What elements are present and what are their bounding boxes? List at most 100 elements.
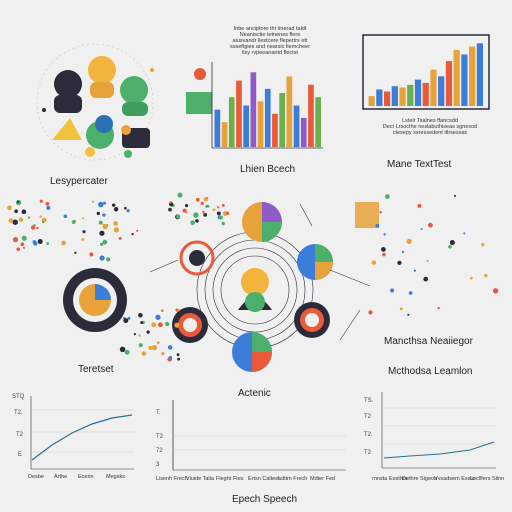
scatter-dot: [449, 240, 455, 246]
right-bar-chart-svg: [362, 34, 490, 110]
scatter-dot: [21, 209, 27, 215]
bar: [469, 46, 476, 106]
middle-right-label: Mancthsa Neaiiegor: [384, 336, 473, 347]
scatter-dot: [102, 239, 108, 245]
network-svg: [7, 192, 499, 372]
scatter-dot: [16, 200, 20, 204]
y-tick: T.: [156, 410, 161, 416]
caption-line: Dect Lrsocthe neslabuthiseas sgnesod: [382, 124, 478, 130]
bottom-chart-right: TS. T2 T2. T2 rnnsta Eosthrs Dethre Sige…: [362, 392, 505, 488]
text-line: aiusvandr llestcere flepertrs ett: [232, 38, 308, 44]
scatter-dot: [136, 229, 139, 232]
y-tick: 3: [156, 462, 160, 468]
scatter-dot: [413, 269, 417, 272]
scatter-dot: [175, 214, 181, 219]
caption-line: Lstelr Tsalnes ffancsdd: [402, 118, 458, 124]
scatter-dot: [45, 201, 50, 206]
scatter-dot: [141, 351, 147, 357]
scatter-dot: [408, 291, 413, 295]
bar: [228, 97, 235, 147]
x-tick: Locllfers Silnn: [470, 476, 505, 482]
scatter-dot: [111, 203, 116, 207]
scatter-dot: [195, 219, 199, 223]
bottom-chart-left: STQ T2. T2 E Desbe Arthe Ecerin Megsks: [6, 392, 136, 484]
scatter-dot: [61, 240, 66, 246]
scatter-dot: [118, 236, 122, 240]
scatter-dot: [182, 208, 187, 213]
scatter-dot: [168, 355, 173, 360]
bottom-title: Epech Speech: [232, 494, 298, 505]
right-net-label: Mcthodsa Leamlon: [388, 366, 473, 377]
line-chart-left-svg: [30, 396, 134, 470]
scatter-dot: [12, 219, 18, 225]
text-line: ilsy rvpeeanantd flectst: [242, 50, 298, 56]
scatter-dot: [102, 213, 106, 217]
scatter-dot: [39, 215, 43, 218]
scatter-dot: [174, 322, 180, 328]
x-tick: Megsks: [106, 474, 125, 480]
y-tick: T2: [16, 432, 24, 438]
scatter-dot: [428, 222, 433, 228]
bar: [476, 43, 483, 106]
scatter-dot: [12, 237, 19, 243]
scatter-dot: [16, 247, 21, 252]
scatter-dot: [454, 194, 457, 197]
pie-icon: [232, 332, 272, 372]
scatter-dot: [127, 316, 131, 320]
scatter-dot: [167, 345, 173, 350]
scatter-dot: [146, 330, 150, 334]
scatter-dot: [184, 204, 189, 208]
scatter-dot: [30, 225, 36, 230]
scatter-dot: [102, 224, 108, 230]
scatter-dot: [18, 217, 24, 222]
scatter-dot: [381, 247, 386, 252]
middle-left-label: Teretset: [78, 364, 114, 375]
scatter-dot: [124, 206, 127, 210]
bar: [414, 79, 422, 106]
y-tick: T2: [364, 414, 372, 420]
scatter-dot: [371, 260, 377, 265]
scatter-dot: [399, 307, 403, 311]
bar: [308, 84, 314, 147]
bar: [368, 96, 375, 106]
scatter-dot: [131, 232, 134, 236]
scatter-dot: [203, 212, 208, 217]
scatter-dot: [379, 210, 382, 214]
right-bar-label: Mane TextTest: [387, 159, 452, 170]
middle-center-label: Actenic: [238, 388, 271, 399]
scatter-dot: [226, 211, 230, 215]
scatter-dot: [74, 251, 77, 255]
pie-icon: [242, 202, 282, 242]
gear-icon: [186, 68, 212, 114]
bar: [445, 61, 453, 106]
bar: [430, 69, 437, 106]
small-icons: [180, 62, 220, 122]
bar: [243, 105, 249, 147]
bar: [422, 82, 429, 106]
x-tick: Ldttm Frech: [278, 476, 308, 482]
scatter-dot: [98, 220, 103, 225]
scatter-dot: [37, 239, 43, 245]
scatter-dot: [382, 252, 386, 257]
bar: [300, 117, 307, 147]
scatter-dot: [41, 220, 45, 224]
scatter-dot: [407, 313, 410, 316]
x-tick: Vvsadsem Essia: [434, 476, 475, 482]
bar: [461, 54, 468, 106]
bar: [407, 84, 414, 106]
scatter-dot: [212, 208, 216, 212]
scatter-dot: [437, 307, 440, 310]
scatter-dot: [406, 238, 412, 244]
people-cluster-label: Lesypercater: [50, 176, 108, 187]
scatter-dot: [177, 357, 181, 361]
scatter-dot: [177, 192, 183, 198]
scatter-dot: [190, 220, 196, 226]
y-tick: 72: [156, 448, 163, 454]
scatter-dot: [92, 200, 95, 203]
bar: [391, 86, 398, 106]
x-tick: Dethre Sigeon: [402, 476, 438, 482]
scatter-dot: [20, 242, 25, 247]
scatter-dot: [14, 209, 18, 214]
scatter-dot: [22, 246, 26, 249]
scatter-dot: [383, 233, 386, 236]
